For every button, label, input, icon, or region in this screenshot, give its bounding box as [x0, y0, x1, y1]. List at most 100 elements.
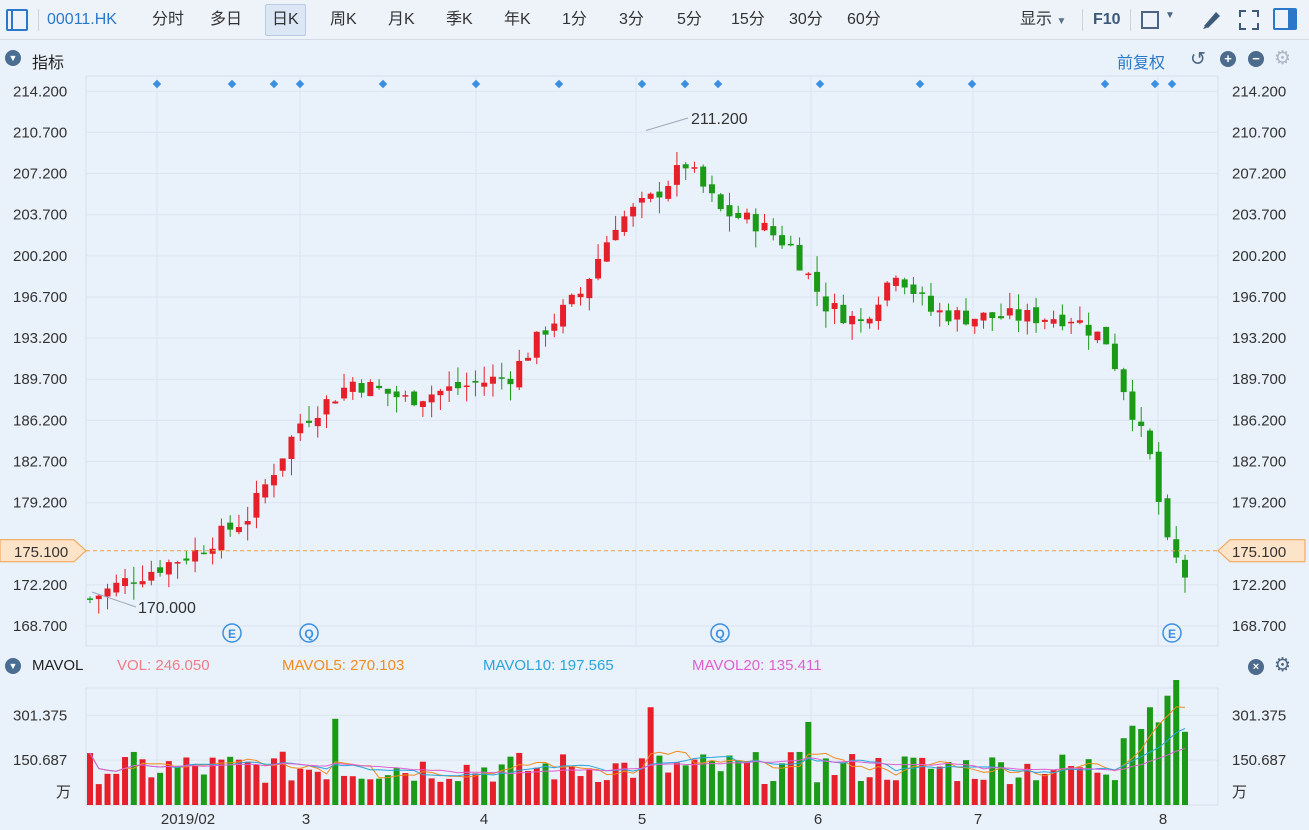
candle-body — [744, 212, 750, 220]
period-tab-11[interactable]: 30分 — [789, 11, 823, 28]
volume-panel-frame — [85, 687, 1219, 806]
candle-body — [761, 222, 768, 231]
period-tab-6[interactable]: 年K — [504, 11, 531, 28]
volume-bar — [1146, 707, 1153, 805]
volume-bar — [446, 778, 453, 805]
volume-bar — [805, 721, 812, 805]
period-tab-12[interactable]: 60分 — [847, 11, 881, 28]
f10-button[interactable]: F10 — [1093, 11, 1121, 28]
volume-bar — [349, 776, 356, 805]
candle-body — [358, 383, 365, 393]
collapse-icon[interactable]: ▼ — [5, 50, 21, 66]
display-menu[interactable]: 显示 ▼ — [1020, 0, 1066, 40]
collapse-icon[interactable]: ▼ — [5, 658, 21, 674]
date-label: 5 — [638, 811, 646, 828]
candle-body — [1059, 314, 1066, 327]
price-tick-left: 193.200 — [13, 330, 67, 347]
candle-body — [332, 401, 339, 404]
candle-body — [104, 588, 111, 597]
price-tick-left: 196.700 — [13, 289, 67, 306]
symbol-label[interactable]: 00011.HK — [47, 11, 117, 28]
price-tick-left: 200.200 — [13, 248, 67, 265]
sidebar-toggle-icon[interactable] — [6, 9, 28, 31]
price-tick-left: 210.700 — [13, 124, 67, 141]
volume-bar — [1015, 777, 1022, 805]
period-tab-9[interactable]: 5分 — [677, 11, 702, 28]
chevron-down-icon: ▼ — [1056, 16, 1067, 27]
candle-body — [393, 391, 400, 398]
current-price-tag-right — [1217, 539, 1306, 563]
candle-body — [498, 377, 505, 379]
volume-title: MAVOL — [32, 657, 84, 674]
close-icon[interactable]: × — [1248, 659, 1264, 675]
candle-body — [919, 292, 926, 294]
volume-bar — [209, 757, 216, 805]
price-tick-right: 193.200 — [1232, 330, 1286, 347]
volume-bar — [1041, 773, 1048, 805]
period-tab-0[interactable]: 分时 — [152, 11, 185, 28]
chevron-down-icon[interactable]: ▼ — [1165, 10, 1175, 21]
candle-body — [752, 214, 759, 232]
volume-bar — [849, 754, 856, 805]
period-tab-1[interactable]: 多日 — [210, 11, 243, 28]
gear-icon[interactable]: ⚙ — [1274, 48, 1292, 69]
candle-body — [998, 316, 1005, 319]
adjust-button[interactable]: 前复权 — [1117, 55, 1166, 72]
period-tab-2[interactable]: 日K — [265, 4, 306, 36]
volume-bar — [656, 755, 663, 805]
volume-bar — [630, 777, 637, 805]
candle-body — [1068, 321, 1075, 324]
period-tab-5[interactable]: 季K — [446, 11, 473, 28]
candle-body — [323, 399, 330, 415]
mavol10-line — [89, 728, 1186, 777]
zoom-in-icon[interactable]: + — [1220, 51, 1236, 67]
candle-body — [779, 235, 786, 246]
volume-bar — [498, 764, 505, 805]
candle-body — [1015, 309, 1022, 321]
period-tab-7[interactable]: 1分 — [562, 11, 587, 28]
candle-body — [682, 164, 689, 169]
price-tick-right: 196.700 — [1232, 289, 1286, 306]
candle-body — [446, 386, 453, 391]
volume-bar — [1076, 767, 1083, 805]
draw-shape-icon[interactable] — [1141, 11, 1159, 29]
volume-bar — [963, 760, 969, 805]
volume-bar — [831, 775, 838, 805]
volume-bar — [262, 782, 269, 805]
volume-bar — [533, 767, 540, 805]
candle-body — [1076, 320, 1083, 323]
period-tab-3[interactable]: 周K — [330, 11, 357, 28]
current-price-left: 175.100 — [14, 544, 68, 561]
volume-bar — [95, 784, 102, 805]
candle-body — [341, 387, 348, 399]
candle-body — [437, 390, 444, 396]
indicator-header: ▼ 指标 前复权 ↺ + − ⚙ — [0, 44, 1309, 74]
volume-bar — [367, 779, 374, 805]
volume-bar — [919, 757, 926, 805]
candle-body — [866, 318, 873, 324]
event-diamond — [295, 79, 305, 89]
candle-body — [673, 165, 680, 185]
volume-bar — [130, 751, 137, 805]
pen-icon[interactable] — [1200, 6, 1224, 37]
candle-body — [612, 229, 619, 241]
volume-bar — [148, 777, 155, 805]
candle-body — [183, 558, 190, 561]
gear-icon[interactable]: ⚙ — [1274, 655, 1292, 676]
volume-bar — [192, 765, 199, 805]
zoom-out-icon[interactable]: − — [1248, 51, 1264, 67]
candle-body — [148, 571, 155, 581]
volume-tick-right: 301.375 — [1232, 707, 1286, 724]
fullscreen-icon[interactable] — [1238, 9, 1260, 36]
period-tab-10[interactable]: 15分 — [731, 11, 765, 28]
period-tab-8[interactable]: 3分 — [619, 11, 644, 28]
panel-toggle-icon[interactable] — [1273, 8, 1297, 30]
undo-icon[interactable]: ↺ — [1190, 49, 1206, 70]
volume-bar — [288, 780, 295, 805]
price-tick-right: 172.200 — [1232, 577, 1286, 594]
candle-body — [717, 194, 724, 210]
candle-body — [901, 279, 908, 288]
candle-body — [1120, 369, 1127, 393]
period-tab-4[interactable]: 月K — [388, 11, 415, 28]
